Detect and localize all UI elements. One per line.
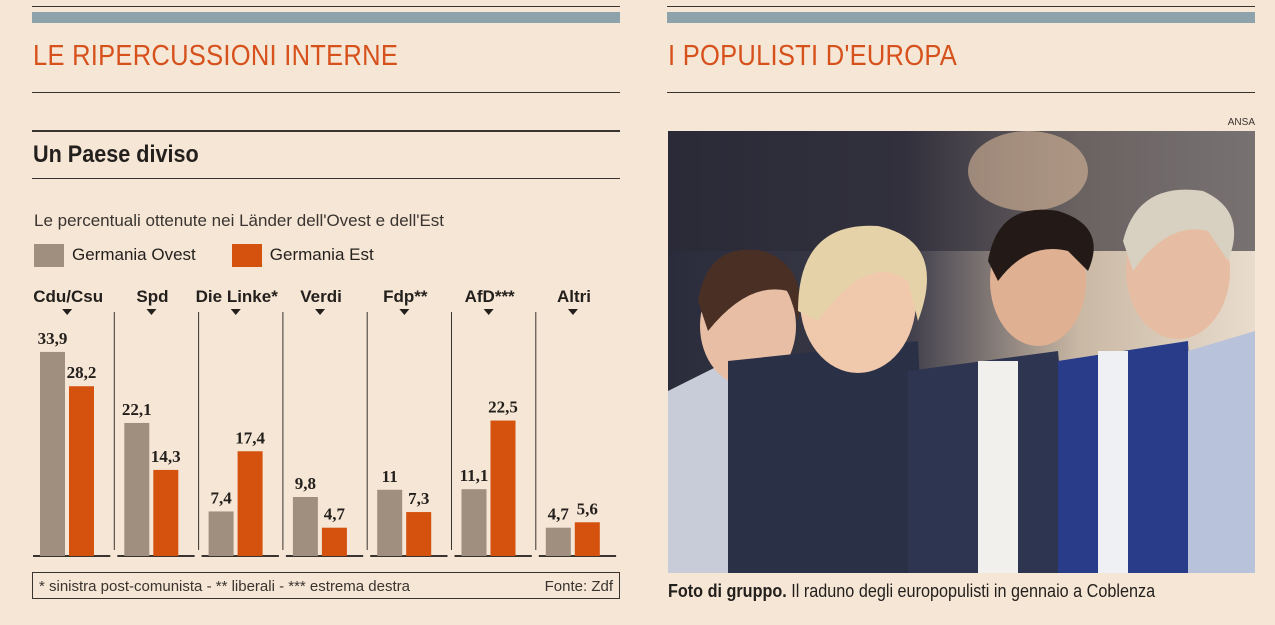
bar-west — [124, 422, 150, 556]
data-label: 28,2 — [67, 363, 97, 382]
legend-swatch-east — [231, 244, 262, 267]
bar-west — [461, 489, 487, 556]
category-label: AfD*** — [465, 287, 515, 306]
chevron-down-icon — [483, 309, 494, 315]
bar-east — [574, 522, 600, 556]
legend-label: Germania Ovest — [72, 244, 196, 264]
chart-title: Un Paese diviso — [33, 141, 199, 168]
bar-west — [377, 489, 403, 556]
photo-illustration — [668, 131, 1255, 573]
data-label: 9,8 — [295, 474, 316, 493]
footnote: * sinistra post-comunista - ** liberali … — [39, 578, 410, 595]
caption-text: Il raduno degli europopulisti in gennaio… — [786, 581, 1156, 601]
legend-label: Germania Est — [269, 244, 374, 264]
data-label: 4,7 — [324, 505, 346, 524]
legend-item-west: Germania Ovest — [34, 244, 196, 267]
category-label: Verdi — [300, 287, 342, 306]
data-label: 11 — [382, 467, 398, 486]
bar-west — [292, 497, 318, 556]
legend: Germania Ovest Germania Est — [34, 244, 374, 267]
legend-swatch-west — [34, 244, 64, 267]
photo-credit: ANSA — [1227, 117, 1255, 128]
data-label: 7,3 — [408, 489, 429, 508]
bar-chart: Cdu/Csu 33,9 28,2 Spd 22,1 14,3 Die Linke* 7,4 1… — [33, 287, 617, 557]
chevron-down-icon — [399, 309, 410, 315]
top-rule-left — [32, 6, 620, 7]
category-label: Cdu/Csu — [33, 287, 103, 306]
group-photo — [668, 131, 1255, 573]
bar-east — [69, 386, 94, 556]
data-label: 33,9 — [38, 329, 68, 348]
divider — [32, 178, 620, 179]
footnote-box: * sinistra post-comunista - ** liberali … — [32, 572, 620, 599]
category-label: Altri — [557, 287, 591, 306]
legend-item-east: Germania Est — [231, 244, 374, 267]
photo-caption: Foto di gruppo. Il raduno degli europopu… — [668, 581, 1155, 602]
data-label: 17,4 — [235, 428, 265, 447]
chevron-down-icon — [315, 309, 326, 315]
bar-east — [321, 527, 347, 556]
chevron-down-icon — [567, 309, 578, 315]
bar-west — [40, 351, 65, 556]
bar-east — [490, 420, 516, 556]
category-label: Spd — [136, 287, 168, 306]
category-label: Fdp** — [383, 287, 428, 306]
data-label: 7,4 — [210, 488, 232, 507]
chevron-down-icon — [230, 309, 241, 315]
data-label: 11,1 — [460, 466, 489, 485]
section-title-left: LE RIPERCUSSIONI INTERNE — [33, 40, 399, 72]
data-label: 22,5 — [488, 398, 518, 417]
bar-east — [153, 469, 179, 556]
section-band-right — [667, 12, 1255, 23]
top-rule-right — [667, 6, 1255, 7]
data-label: 22,1 — [122, 400, 152, 419]
source: Fonte: Zdf — [544, 578, 613, 595]
chevron-down-icon — [62, 309, 73, 315]
bar-east — [406, 512, 432, 556]
chevron-down-icon — [146, 309, 157, 315]
category-label: Die Linke* — [196, 287, 279, 306]
bar-west — [208, 511, 234, 556]
data-label: 5,6 — [577, 499, 598, 518]
divider — [32, 92, 620, 93]
divider — [32, 130, 620, 132]
data-label: 4,7 — [548, 505, 570, 524]
data-label: 14,3 — [151, 447, 181, 466]
bar-east — [237, 451, 263, 556]
section-title-right: I POPULISTI D'EUROPA — [668, 40, 958, 72]
bar-west — [545, 527, 571, 556]
divider — [667, 92, 1255, 93]
chart-description: Le percentuali ottenute nei Länder dell'… — [34, 211, 445, 230]
caption-lead: Foto di gruppo. — [668, 581, 787, 601]
section-band-left — [32, 12, 620, 23]
